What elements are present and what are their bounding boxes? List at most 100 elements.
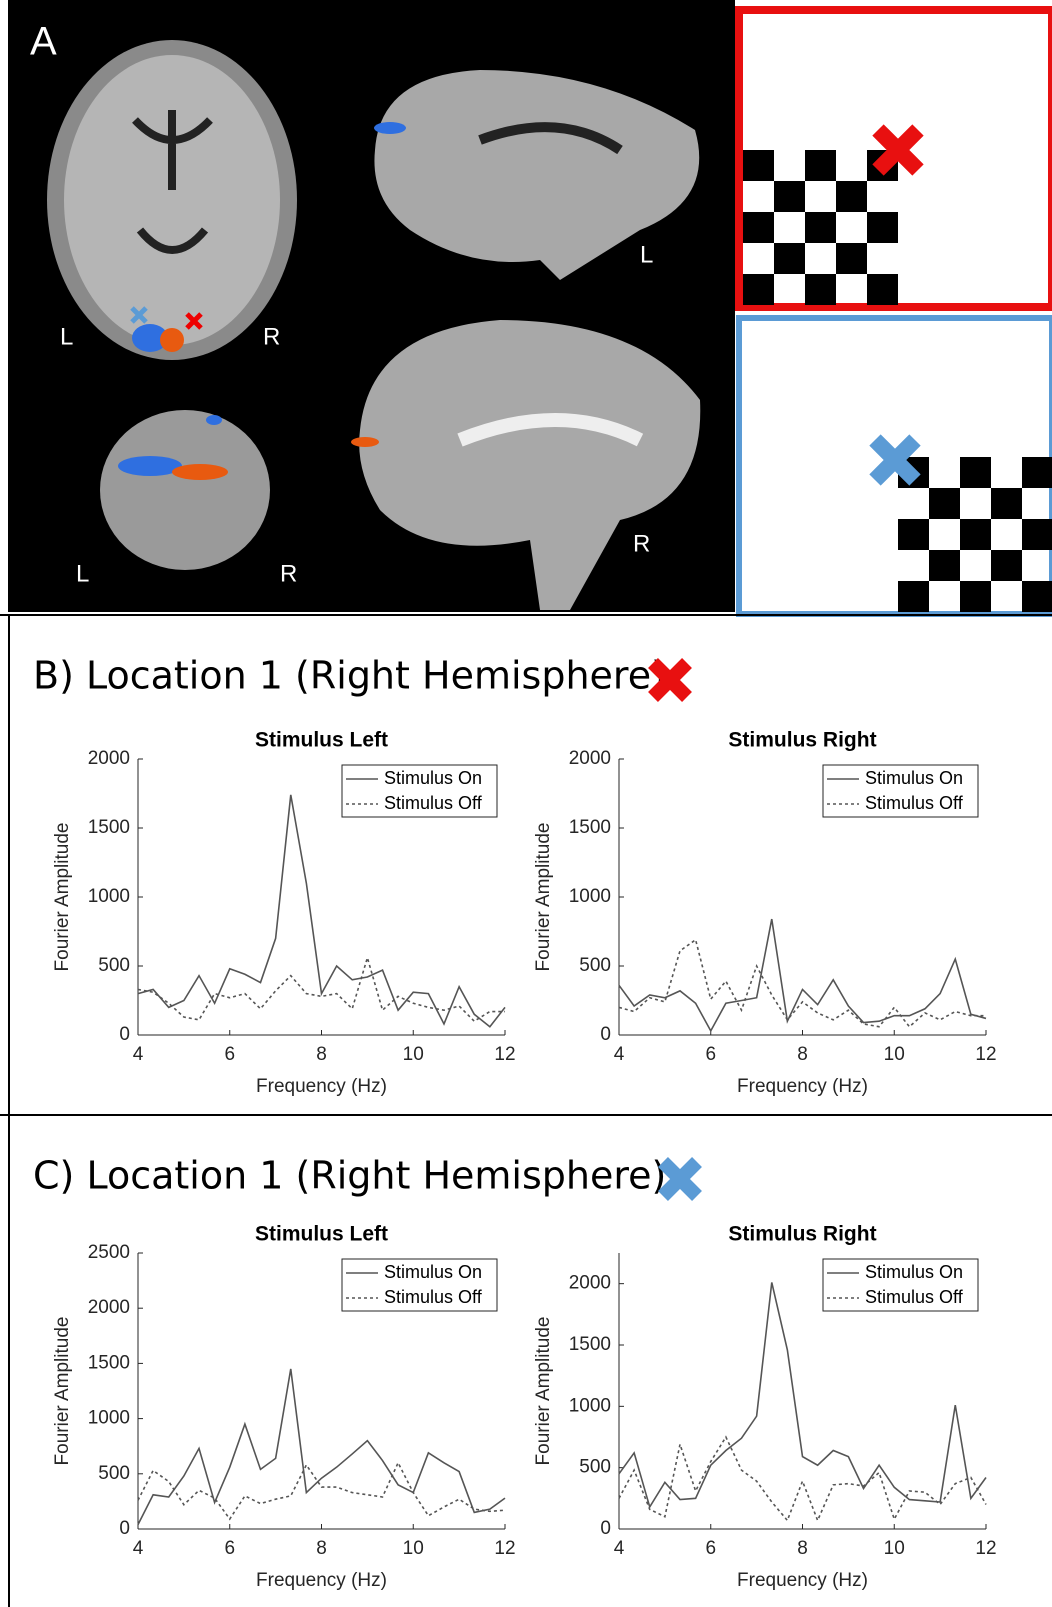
checker-square (1022, 581, 1052, 612)
x-tick-label: 4 (614, 1538, 625, 1559)
legend-label: Stimulus On (384, 768, 482, 788)
x-tick-label: 6 (224, 1044, 235, 1065)
chart-title: Stimulus Right (728, 1223, 876, 1246)
x-tick-label: 12 (975, 1538, 996, 1559)
y-tick-label: 1500 (88, 817, 130, 838)
x-tick-label: 10 (884, 1044, 905, 1065)
legend-label: Stimulus On (865, 768, 963, 788)
y-tick-label: 0 (600, 1024, 611, 1045)
chart-title: Stimulus Left (255, 729, 388, 752)
x-axis-label: Frequency (Hz) (737, 1570, 868, 1591)
checker-square (929, 488, 960, 519)
checker-square (743, 274, 774, 305)
y-axis-label: Fourier Amplitude (52, 823, 73, 972)
data-line (618, 1435, 987, 1523)
checker-square (991, 488, 1022, 519)
y-axis-label: Fourier Amplitude (533, 823, 554, 972)
checker-square (898, 519, 929, 550)
x-axis-label: Frequency (Hz) (256, 1076, 387, 1097)
checker-square (836, 181, 867, 212)
x-tick-label: 4 (133, 1044, 144, 1065)
y-tick-label: 0 (600, 1518, 611, 1539)
panel-label: A (30, 20, 57, 64)
checkerboard (898, 457, 1052, 612)
x-tick-label: 12 (975, 1044, 996, 1065)
side-label: R (280, 560, 297, 587)
checker-square (774, 181, 805, 212)
legend-label: Stimulus Off (865, 793, 964, 813)
legend-box (341, 1258, 498, 1312)
checker-square (1022, 519, 1052, 550)
legend-label: Stimulus On (384, 1262, 482, 1282)
y-tick-label: 500 (579, 1457, 611, 1478)
x-tick-label: 8 (797, 1044, 808, 1065)
x-axis-label: Frequency (Hz) (256, 1570, 387, 1591)
checker-square (805, 150, 836, 181)
y-tick-label: 2000 (88, 1297, 130, 1318)
checker-square (991, 550, 1022, 581)
axial-brain (47, 40, 297, 360)
checker-square (960, 519, 991, 550)
side-label: L (60, 323, 73, 350)
x-tick-label: 6 (224, 1538, 235, 1559)
x-tick-label: 10 (884, 1538, 905, 1559)
x-axis-label: Frequency (Hz) (737, 1076, 868, 1097)
legend-label: Stimulus Off (384, 793, 483, 813)
x-tick-label: 10 (403, 1538, 424, 1559)
y-tick-label: 500 (98, 955, 130, 976)
legend-box (341, 764, 498, 818)
y-tick-label: 500 (579, 955, 611, 976)
legend-label: Stimulus Off (865, 1287, 964, 1307)
side-label: L (76, 560, 89, 587)
checker-square (929, 550, 960, 581)
data-line (137, 794, 506, 1028)
checker-square (898, 581, 929, 612)
checker-square (867, 212, 898, 243)
side-label: R (263, 323, 280, 350)
x-tick-label: 10 (403, 1044, 424, 1065)
blue-x (869, 434, 921, 486)
data-line (618, 918, 987, 1033)
checker-square (805, 274, 836, 305)
sagittal-brain-top (374, 70, 700, 280)
legend-box (822, 764, 979, 818)
y-tick-label: 1500 (88, 1352, 130, 1373)
x-tick-label: 6 (705, 1044, 716, 1065)
y-tick-label: 0 (119, 1518, 130, 1539)
checker-square (867, 274, 898, 305)
y-tick-label: 0 (119, 1024, 130, 1045)
checker-square (743, 150, 774, 181)
data-line (137, 1368, 506, 1525)
y-tick-label: 2500 (88, 1242, 130, 1263)
red-x (648, 658, 692, 702)
side-label: R (633, 530, 650, 557)
checker-square (743, 212, 774, 243)
x-tick-label: 8 (797, 1538, 808, 1559)
y-axis-label: Fourier Amplitude (533, 1317, 554, 1466)
section-heading: C) Location 1 (Right Hemisphere) (33, 1154, 666, 1198)
blue-x (658, 1157, 702, 1201)
checker-square (960, 581, 991, 612)
y-tick-label: 1500 (569, 817, 611, 838)
y-tick-label: 1000 (88, 886, 130, 907)
legend-box (822, 1258, 979, 1312)
data-line (618, 938, 986, 1028)
x-tick-label: 8 (316, 1044, 327, 1065)
x-tick-label: 8 (316, 1538, 327, 1559)
sagittal-brain-bottom (351, 320, 701, 610)
y-tick-label: 500 (98, 1463, 130, 1484)
x-tick-label: 6 (705, 1538, 716, 1559)
red-x (872, 124, 924, 176)
data-line (137, 1460, 506, 1521)
y-axis-label: Fourier Amplitude (52, 1317, 73, 1466)
checkerboard (743, 150, 898, 305)
y-tick-label: 2000 (569, 748, 611, 769)
y-tick-label: 1500 (569, 1334, 611, 1355)
y-tick-label: 2000 (569, 1273, 611, 1294)
y-tick-label: 1000 (88, 1408, 130, 1429)
chart-title: Stimulus Left (255, 1223, 388, 1246)
checker-square (1022, 457, 1052, 488)
y-tick-label: 2000 (88, 748, 130, 769)
checker-square (774, 243, 805, 274)
